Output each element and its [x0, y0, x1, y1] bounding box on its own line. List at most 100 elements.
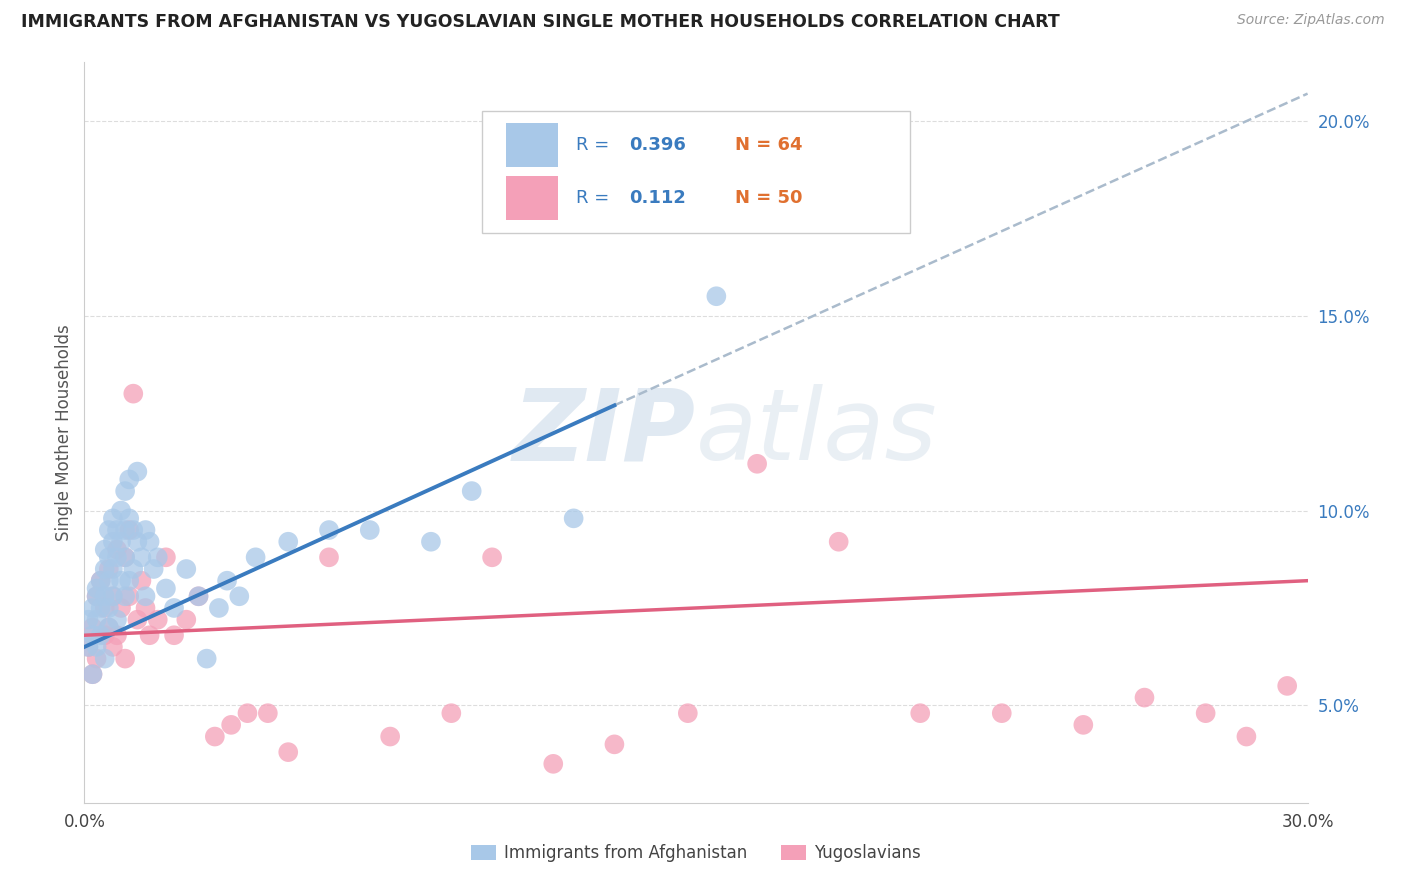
Text: Source: ZipAtlas.com: Source: ZipAtlas.com [1237, 13, 1385, 28]
Point [146, 613, 169, 627]
Point [131, 550, 153, 565]
Point [219, 718, 242, 732]
Point [82, 628, 104, 642]
Point [93, 601, 115, 615]
Point [380, 730, 402, 744]
Point [101, 562, 124, 576]
Text: R =: R = [576, 189, 614, 207]
Point [105, 613, 128, 627]
FancyBboxPatch shape [482, 111, 910, 233]
Point [359, 523, 381, 537]
Point [420, 534, 443, 549]
Point [86, 589, 108, 603]
Point [910, 706, 932, 721]
Point [676, 706, 699, 721]
Point [105, 523, 128, 537]
Point [155, 582, 177, 596]
Point [277, 745, 299, 759]
FancyBboxPatch shape [506, 123, 558, 168]
Point [440, 706, 463, 721]
Point [122, 562, 145, 576]
Point [127, 613, 149, 627]
Point [77, 640, 100, 654]
Point [706, 289, 728, 303]
Point [86, 582, 108, 596]
Point [114, 550, 136, 565]
Point [77, 613, 100, 627]
Point [217, 574, 239, 588]
Point [135, 601, 157, 615]
Point [174, 562, 197, 576]
Point [138, 534, 160, 549]
Point [101, 589, 124, 603]
Point [110, 574, 132, 588]
Point [204, 730, 226, 744]
Point [97, 562, 120, 576]
Point [97, 574, 120, 588]
Text: IMMIGRANTS FROM AFGHANISTAN VS YUGOSLAVIAN SINGLE MOTHER HOUSEHOLDS CORRELATION : IMMIGRANTS FROM AFGHANISTAN VS YUGOSLAVI… [21, 13, 1060, 31]
Point [208, 601, 231, 615]
Point [195, 651, 218, 665]
Point [82, 667, 104, 681]
Point [101, 640, 124, 654]
Point [131, 574, 153, 588]
Point [187, 589, 209, 603]
Text: N = 64: N = 64 [735, 136, 803, 154]
Point [481, 550, 503, 565]
Point [228, 589, 250, 603]
Point [245, 550, 267, 565]
Point [127, 534, 149, 549]
Point [277, 534, 299, 549]
Text: R =: R = [576, 136, 614, 154]
Text: 0.112: 0.112 [628, 189, 686, 207]
Point [97, 601, 120, 615]
Point [747, 457, 769, 471]
Point [118, 589, 141, 603]
Point [93, 542, 115, 557]
Point [543, 756, 565, 771]
Point [142, 562, 165, 576]
Point [97, 620, 120, 634]
Point [1236, 730, 1258, 744]
Point [118, 574, 141, 588]
Point [97, 620, 120, 634]
Point [318, 550, 340, 565]
Legend: Immigrants from Afghanistan, Yugoslavians: Immigrants from Afghanistan, Yugoslavian… [464, 838, 928, 869]
Point [101, 589, 124, 603]
Point [90, 574, 112, 588]
Point [90, 601, 112, 615]
Point [146, 550, 169, 565]
Point [163, 628, 186, 642]
Point [114, 550, 136, 565]
Point [86, 613, 108, 627]
Point [114, 651, 136, 665]
Point [461, 484, 484, 499]
Point [114, 589, 136, 603]
Point [127, 465, 149, 479]
Point [86, 651, 108, 665]
Point [82, 667, 104, 681]
Point [101, 534, 124, 549]
Point [122, 523, 145, 537]
Point [93, 651, 115, 665]
Point [82, 620, 104, 634]
Point [155, 550, 177, 565]
Point [1133, 690, 1156, 705]
Point [118, 523, 141, 537]
Point [110, 601, 132, 615]
Point [105, 550, 128, 565]
Point [101, 511, 124, 525]
FancyBboxPatch shape [506, 176, 558, 220]
Point [93, 589, 115, 603]
Point [991, 706, 1014, 721]
Point [118, 511, 141, 525]
Point [114, 484, 136, 499]
Point [97, 523, 120, 537]
Point [1277, 679, 1299, 693]
Text: ZIP: ZIP [513, 384, 696, 481]
Point [105, 628, 128, 642]
Point [86, 640, 108, 654]
Point [110, 503, 132, 517]
Text: atlas: atlas [696, 384, 938, 481]
Point [105, 542, 128, 557]
